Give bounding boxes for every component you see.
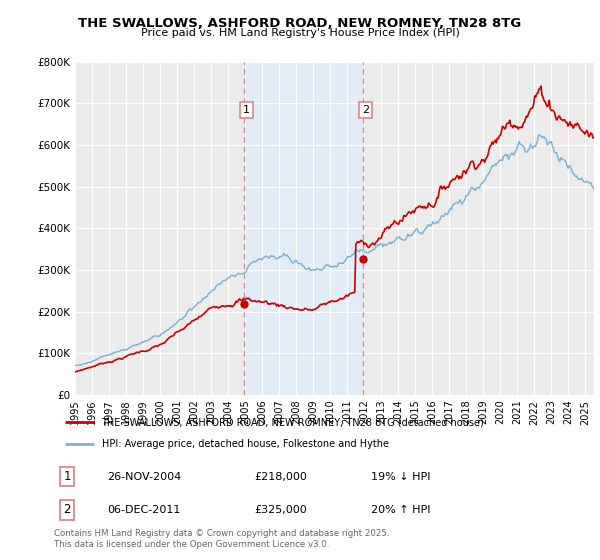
Text: 20% ↑ HPI: 20% ↑ HPI [371,505,430,515]
Text: 1: 1 [243,105,250,115]
Text: 06-DEC-2011: 06-DEC-2011 [107,505,180,515]
Text: £218,000: £218,000 [254,472,308,482]
Text: 1: 1 [64,470,71,483]
Text: Contains HM Land Registry data © Crown copyright and database right 2025.
This d: Contains HM Land Registry data © Crown c… [54,529,389,549]
Text: THE SWALLOWS, ASHFORD ROAD, NEW ROMNEY, TN28 8TG: THE SWALLOWS, ASHFORD ROAD, NEW ROMNEY, … [79,17,521,30]
Bar [244,62,363,395]
Text: THE SWALLOWS, ASHFORD ROAD, NEW ROMNEY, TN28 8TG (detached house): THE SWALLOWS, ASHFORD ROAD, NEW ROMNEY, … [101,417,484,427]
Text: Price paid vs. HM Land Registry's House Price Index (HPI): Price paid vs. HM Land Registry's House … [140,28,460,38]
Text: 2: 2 [362,105,369,115]
Text: HPI: Average price, detached house, Folkestone and Hythe: HPI: Average price, detached house, Folk… [101,440,389,450]
Text: 26-NOV-2004: 26-NOV-2004 [107,472,181,482]
Text: 2: 2 [64,503,71,516]
Text: 19% ↓ HPI: 19% ↓ HPI [371,472,430,482]
Text: £325,000: £325,000 [254,505,307,515]
